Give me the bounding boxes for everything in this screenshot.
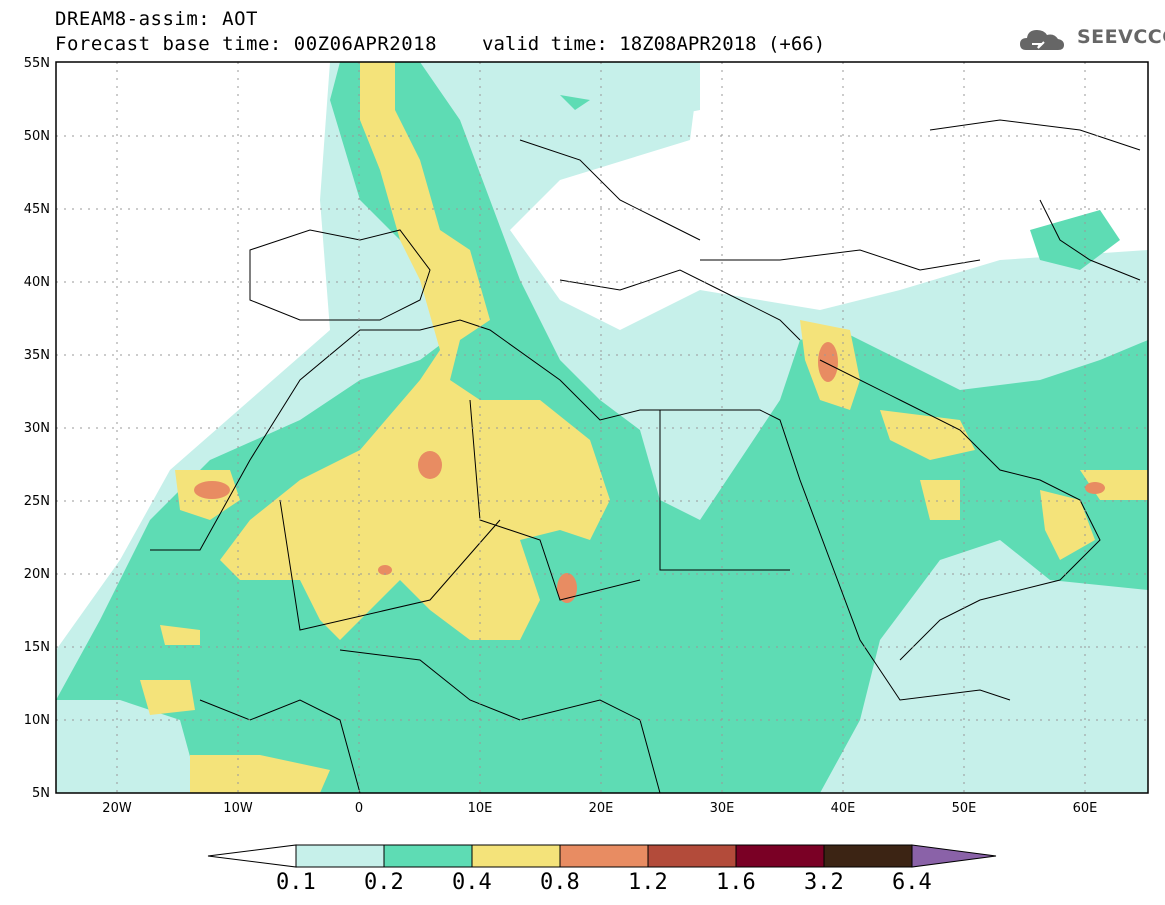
lat-label: 10N <box>24 713 50 728</box>
colorbar-cell <box>383 844 473 868</box>
colorbar-cell <box>647 844 737 868</box>
lat-label: 5N <box>32 786 50 801</box>
lat-label: 20N <box>24 567 50 582</box>
lat-label: 25N <box>24 494 50 509</box>
grid <box>56 62 1148 793</box>
lat-label: 45N <box>24 202 50 217</box>
aot-field <box>56 62 1148 793</box>
lon-label: 30E <box>710 801 735 816</box>
colorbar-cell <box>559 844 649 868</box>
lon-label: 20W <box>102 801 132 816</box>
colorbar-label: 1.6 <box>716 870 756 895</box>
colorbar-cell <box>735 844 825 868</box>
lat-axis: 55N 50N 45N 40N 35N 30N 25N 20N 15N 10N … <box>24 56 50 801</box>
logo-text: SEEVCCC <box>1077 26 1165 48</box>
lon-label: 10E <box>468 801 493 816</box>
lat-label: 30N <box>24 421 50 436</box>
model-title: DREAM8-assim: AOT <box>55 8 258 30</box>
lon-label: 20E <box>589 801 614 816</box>
lon-label: 50E <box>952 801 977 816</box>
aot-level-0.4 <box>140 62 1148 793</box>
lon-label: 0 <box>355 801 363 816</box>
colorbar <box>207 844 997 868</box>
colorbar-label: 6.4 <box>892 870 932 895</box>
colorbar-label: 0.1 <box>276 870 316 895</box>
lat-label: 40N <box>24 275 50 290</box>
lon-label: 40E <box>831 801 856 816</box>
colorbar-label: 0.8 <box>540 870 580 895</box>
lat-label: 15N <box>24 640 50 655</box>
base-time: Forecast base time: 00Z06APR2018 <box>55 33 438 55</box>
colorbar-cell <box>471 844 561 868</box>
valid-time: valid time: 18Z08APR2018 (+66) <box>482 33 826 55</box>
lon-label: 10W <box>223 801 253 816</box>
lon-axis: 20W 10W 0 10E 20E 30E 40E 50E 60E <box>102 801 1097 816</box>
colorbar-label: 0.4 <box>452 870 492 895</box>
cloud-icon <box>1020 30 1064 50</box>
colorbar-label: 1.2 <box>628 870 668 895</box>
lat-label: 55N <box>24 56 50 71</box>
colorbar-cell <box>823 844 913 868</box>
lat-label: 50N <box>24 129 50 144</box>
plot-frame <box>55 61 1149 794</box>
coastlines <box>150 119 1141 793</box>
aot-level-0.8 <box>194 342 1105 603</box>
colorbar-label: 3.2 <box>804 870 844 895</box>
colorbar-arrow-low <box>207 844 297 868</box>
lat-label: 35N <box>24 348 50 363</box>
colorbar-label: 0.2 <box>364 870 404 895</box>
colorbar-arrow-high <box>911 844 997 868</box>
colorbar-cell <box>295 844 385 868</box>
lon-label: 60E <box>1073 801 1098 816</box>
